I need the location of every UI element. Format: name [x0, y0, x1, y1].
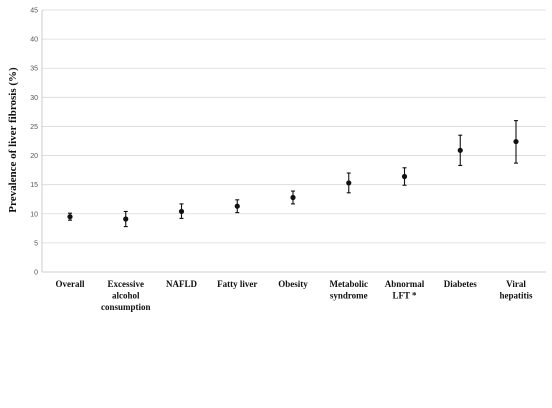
x-category-label-line: Excessive: [108, 279, 145, 289]
x-category-label-line: LFT *: [392, 291, 417, 301]
x-category-label-line: Obesity: [278, 279, 308, 289]
x-category-label: Fatty liver: [217, 279, 257, 289]
y-tick-label: 45: [30, 8, 38, 15]
data-point: [67, 214, 73, 220]
x-category-label: Excessive alcohol consumption: [101, 279, 151, 312]
x-category-label-line: Viral: [506, 279, 526, 289]
y-tick-label: 0: [34, 270, 38, 277]
data-point: [457, 147, 463, 153]
x-category-label: Overall: [56, 279, 85, 289]
x-category-label-line: Abnormal: [385, 279, 425, 289]
x-category-label-line: Metabolic: [330, 279, 369, 289]
y-tick-label: 25: [30, 124, 38, 131]
x-category-label: Abnormal LFT *: [385, 279, 425, 301]
x-category-label-line: Fatty liver: [217, 279, 257, 289]
x-category-label-line: Diabetes: [444, 279, 477, 289]
data-point: [234, 203, 240, 209]
x-category-label-line: syndrome: [330, 291, 368, 301]
x-category-label-line: consumption: [101, 302, 151, 312]
y-tick-label: 30: [30, 95, 38, 102]
y-axis-label: Prevalence of liver fibrosis (%): [7, 67, 19, 213]
x-category-label: Obesity: [278, 279, 308, 289]
y-tick-label: 10: [30, 211, 38, 218]
data-point: [513, 138, 519, 145]
x-category-label: Viral hepatitis: [499, 279, 533, 301]
data-point: [346, 180, 352, 186]
y-tick-label: 35: [30, 66, 38, 73]
x-category-label: NAFLD: [166, 279, 197, 289]
x-category-label: Diabetes: [444, 279, 477, 289]
axes: [41, 10, 546, 273]
gridlines: [42, 9, 546, 244]
x-category-labels: Overall Excessive alcohol consumption NAFLD F…: [56, 279, 533, 312]
y-tick-label: 5: [34, 240, 38, 247]
x-category-label-line: Overall: [56, 279, 85, 289]
data-marks: [67, 120, 519, 228]
y-tick-label: 15: [30, 182, 38, 189]
data-point: [123, 216, 129, 222]
x-category-label-line: NAFLD: [166, 279, 197, 289]
y-tick-labels: 0 5 10 15 20 25 30 35 40 45: [30, 8, 38, 277]
x-category-label-line: alcohol: [112, 291, 140, 301]
x-category-label-line: hepatitis: [499, 291, 533, 301]
data-point: [178, 208, 185, 215]
x-category-label: Metabolic syndrome: [330, 279, 369, 301]
y-tick-label: 40: [30, 37, 38, 44]
data-point: [290, 194, 296, 201]
data-point: [401, 173, 408, 180]
y-tick-label: 20: [30, 153, 38, 160]
